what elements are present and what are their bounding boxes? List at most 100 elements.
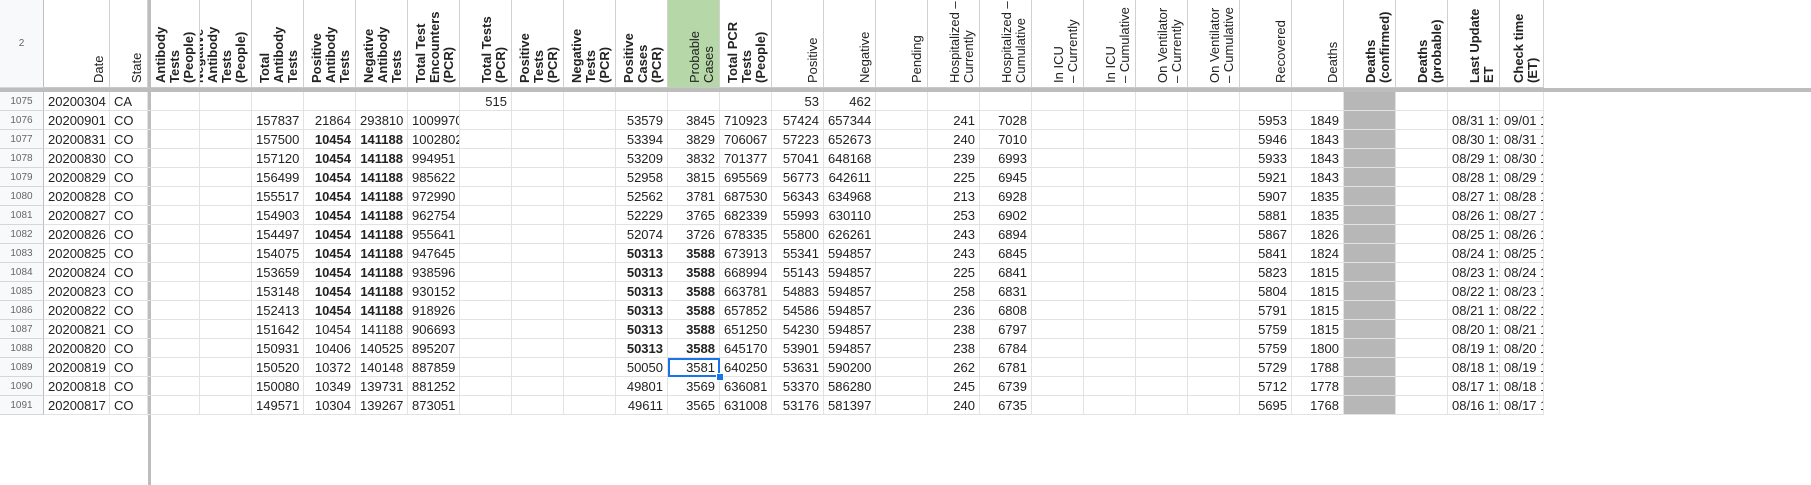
cell[interactable] (876, 244, 928, 263)
cell[interactable]: 5695 (1240, 396, 1292, 415)
cell[interactable]: 243 (928, 225, 980, 244)
header-row-number[interactable]: 2 (0, 0, 44, 88)
cell[interactable] (1344, 339, 1396, 358)
cell[interactable]: 20200828 (44, 187, 110, 206)
cell[interactable]: 947645 (408, 244, 460, 263)
cell[interactable]: 55143 (772, 263, 824, 282)
column-header-12[interactable]: Probable Cases (668, 0, 720, 88)
cell[interactable] (1344, 396, 1396, 415)
cell[interactable] (512, 263, 564, 282)
cell[interactable] (564, 130, 616, 149)
cell[interactable]: 08/25 16:20 (1500, 244, 1544, 263)
row-number[interactable]: 1081 (0, 206, 44, 225)
cell[interactable]: 150080 (252, 377, 304, 396)
cell[interactable] (1084, 187, 1136, 206)
cell[interactable] (876, 206, 928, 225)
cell[interactable] (1396, 263, 1448, 282)
column-header-15[interactable]: Negative (824, 0, 876, 88)
cell[interactable] (1396, 92, 1448, 111)
cell[interactable] (1084, 320, 1136, 339)
cell[interactable] (408, 92, 460, 111)
cell[interactable]: 1843 (1292, 130, 1344, 149)
cell[interactable] (1136, 339, 1188, 358)
cell[interactable]: 153659 (252, 263, 304, 282)
cell[interactable] (1032, 320, 1084, 339)
cell[interactable] (148, 339, 200, 358)
cell[interactable] (564, 168, 616, 187)
cell[interactable]: 10454 (304, 187, 356, 206)
cell[interactable]: 141188 (356, 282, 408, 301)
cell[interactable]: 1824 (1292, 244, 1344, 263)
cell[interactable]: 5907 (1240, 187, 1292, 206)
cell[interactable]: 873051 (408, 396, 460, 415)
cell[interactable] (564, 320, 616, 339)
cell[interactable]: 657344 (824, 111, 876, 130)
cell[interactable]: 6928 (980, 187, 1032, 206)
cell[interactable]: 54883 (772, 282, 824, 301)
cell[interactable] (1344, 225, 1396, 244)
cell[interactable] (1084, 263, 1136, 282)
cell[interactable] (512, 244, 564, 263)
cell[interactable] (460, 263, 512, 282)
cell[interactable]: 6797 (980, 320, 1032, 339)
cell[interactable]: 1835 (1292, 206, 1344, 225)
cell[interactable]: 930152 (408, 282, 460, 301)
cell[interactable] (200, 187, 252, 206)
cell[interactable]: 245 (928, 377, 980, 396)
cell[interactable] (200, 130, 252, 149)
cell[interactable] (512, 320, 564, 339)
cell[interactable]: 701377 (720, 149, 772, 168)
cell[interactable] (460, 149, 512, 168)
cell[interactable]: 56343 (772, 187, 824, 206)
cell[interactable]: 640250 (720, 358, 772, 377)
cell[interactable]: 5759 (1240, 339, 1292, 358)
cell[interactable] (1344, 358, 1396, 377)
cell[interactable]: 7028 (980, 111, 1032, 130)
cell[interactable]: 20200831 (44, 130, 110, 149)
cell[interactable]: 634968 (824, 187, 876, 206)
cell[interactable] (564, 111, 616, 130)
cell[interactable]: 5804 (1240, 282, 1292, 301)
cell[interactable]: 994951 (408, 149, 460, 168)
cell[interactable]: 594857 (824, 301, 876, 320)
column-header-2[interactable]: Positive Antibody Tests (People) (148, 0, 200, 88)
cell[interactable]: 3588 (668, 282, 720, 301)
cell[interactable]: 6831 (980, 282, 1032, 301)
cell[interactable]: 1835 (1292, 187, 1344, 206)
cell[interactable] (148, 130, 200, 149)
cell[interactable]: 08/18 16:53 (1500, 377, 1544, 396)
cell[interactable] (876, 358, 928, 377)
cell[interactable]: CO (110, 225, 148, 244)
cell[interactable]: 462 (824, 92, 876, 111)
cell[interactable] (460, 168, 512, 187)
cell[interactable]: 20200829 (44, 168, 110, 187)
cell[interactable]: 225 (928, 168, 980, 187)
column-header-18[interactable]: Hospitalized – Cumulative (980, 0, 1032, 88)
cell[interactable]: 10454 (304, 244, 356, 263)
cell[interactable]: 678335 (720, 225, 772, 244)
cell[interactable] (148, 320, 200, 339)
cell[interactable]: 20200901 (44, 111, 110, 130)
cell[interactable]: 594857 (824, 339, 876, 358)
cell[interactable]: 238 (928, 320, 980, 339)
cell[interactable]: 53370 (772, 377, 824, 396)
cell[interactable]: CO (110, 149, 148, 168)
cell[interactable]: 08/23 16:32 (1500, 282, 1544, 301)
cell[interactable]: 586280 (824, 377, 876, 396)
cell[interactable]: 08/26 17:04 (1500, 225, 1544, 244)
selected-cell[interactable]: 3581 (668, 358, 720, 377)
cell[interactable] (148, 377, 200, 396)
cell[interactable] (1136, 92, 1188, 111)
cell[interactable]: 53394 (616, 130, 668, 149)
cell[interactable] (1188, 377, 1240, 396)
cell[interactable]: 6781 (980, 358, 1032, 377)
cell[interactable]: 149571 (252, 396, 304, 415)
cell[interactable]: 54586 (772, 301, 824, 320)
cell[interactable]: CO (110, 130, 148, 149)
cell[interactable]: 10454 (304, 282, 356, 301)
cell[interactable] (460, 111, 512, 130)
cell[interactable] (1032, 130, 1084, 149)
cell[interactable] (1084, 282, 1136, 301)
cell[interactable] (876, 92, 928, 111)
column-header-9[interactable]: Positive Tests (PCR) (512, 0, 564, 88)
